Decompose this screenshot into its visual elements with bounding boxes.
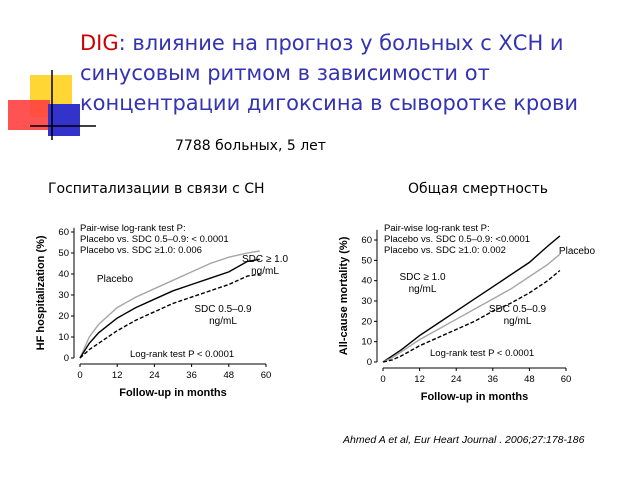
y-tick-label: 50 [361, 255, 372, 266]
deco-square [8, 100, 50, 130]
series-label: Placebo [558, 246, 596, 257]
title-line: синусовым ритмом в зависимости от [80, 61, 490, 85]
series-label-box: SDC ≥ 1.0 ng/mL [241, 254, 289, 277]
annotation: Log-rank test P < 0.0001 [430, 348, 534, 359]
x-tick-label: 60 [561, 374, 572, 385]
citation: Ahmed A et al, Eur Heart Journal . 2006;… [342, 434, 585, 446]
x-tick-label: 12 [414, 374, 425, 385]
series-line [79, 273, 260, 359]
x-tick-label: 24 [149, 370, 160, 381]
series-label: Placebo [96, 274, 134, 285]
x-tick-label: 48 [224, 370, 235, 381]
y-tick-label: 40 [361, 276, 372, 287]
y-tick-label: 20 [58, 311, 69, 322]
panel-title: Общая смертность [408, 181, 548, 197]
y-tick-label: 10 [58, 332, 69, 343]
title-line: : влияние на прогноз у больных с ХСН и [119, 31, 564, 55]
annotation: Placebo vs. SDC 0.5–0.9: < 0.0001 [80, 234, 229, 245]
x-tick-label: 48 [524, 374, 535, 385]
x-tick-label: 0 [77, 370, 82, 381]
x-tick-label: 36 [186, 370, 197, 381]
title-acronym: DIG [80, 31, 119, 55]
x-axis-label: Follow-up in months [421, 391, 529, 403]
slide-title: DIG: влияние на прогноз у больных с ХСН … [80, 31, 564, 55]
series-line [79, 258, 260, 359]
y-tick-label: 30 [58, 290, 69, 301]
x-tick-label: 36 [488, 374, 499, 385]
y-tick-label: 30 [361, 296, 372, 307]
annotation: Placebo vs. SDC ≥1.0: 0.006 [80, 245, 202, 256]
y-tick-label: 50 [58, 248, 69, 259]
series-label-box: SDC 0.5–0.9 ng/mL [194, 304, 252, 327]
annotation: Placebo vs. SDC 0.5–0.9: <0.0001 [384, 234, 530, 245]
series-label-box: Placebo [96, 274, 134, 285]
series-line [79, 250, 260, 359]
series-line [382, 253, 561, 363]
annotation: Pair-wise log-rank test P: [384, 223, 490, 234]
y-tick-label: 60 [361, 235, 372, 246]
y-tick-label: 40 [58, 269, 69, 280]
series-label-box: SDC ≥ 1.0 ng/mL [399, 272, 446, 295]
y-tick-label: 60 [58, 227, 69, 238]
x-axis-label: Follow-up in months [119, 387, 227, 399]
annotation: Placebo vs. SDC ≥1.0: 0.002 [384, 245, 506, 256]
deco-square [48, 104, 80, 136]
series-label-box: SDC 0.5–0.9 ng/mL [488, 304, 547, 327]
annotation: Log-rank test P < 0.0001 [130, 349, 234, 360]
x-tick-label: 12 [112, 370, 123, 381]
title-line: концентрации дигоксина в сыворотке крови [80, 91, 578, 115]
series-line [382, 235, 561, 363]
series-label-box: Placebo [558, 246, 596, 257]
series-label: SDC 0.5–0.9 ng/mL [194, 304, 252, 327]
y-tick-label: 0 [64, 353, 69, 364]
series-label: SDC 0.5–0.9 ng/mL [488, 304, 547, 327]
series-label: SDC ≥ 1.0 ng/mL [399, 272, 446, 295]
series-line [382, 269, 561, 363]
charts: 0 10 20 30 40 50 60 0 12 24 36 48 60 Follow-up in mon… [35, 223, 596, 403]
y-axis-label: HF hospitalization (%) [35, 235, 47, 350]
subtitle: 7788 больных, 5 лет [175, 138, 326, 154]
x-tick-label: 24 [451, 374, 462, 385]
y-tick-label: 20 [361, 316, 372, 327]
series-label: SDC ≥ 1.0 ng/mL [241, 254, 289, 277]
y-tick-label: 0 [367, 357, 372, 368]
x-tick-label: 60 [261, 370, 272, 381]
y-tick-label: 10 [361, 337, 372, 348]
y-axis-label: All-cause mortality (%) [338, 236, 350, 355]
x-tick-label: 0 [380, 374, 385, 385]
annotation: Pair-wise log-rank test P: [80, 223, 186, 234]
panel-title: Госпитализации в связи с СН [48, 181, 265, 197]
